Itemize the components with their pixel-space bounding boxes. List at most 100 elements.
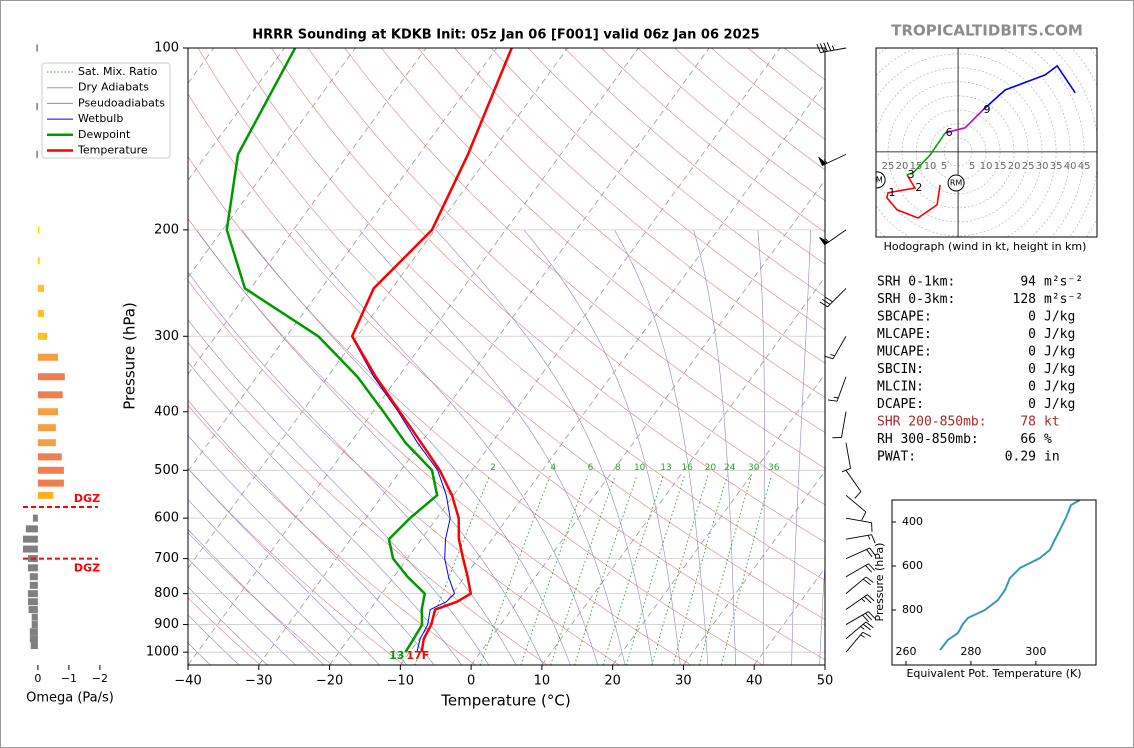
omega-bar bbox=[27, 590, 38, 598]
omega-bar bbox=[23, 535, 38, 543]
omega-bar bbox=[27, 598, 38, 606]
stat-value: 0 bbox=[1028, 345, 1036, 360]
stat-label: SRH 0-3km: bbox=[877, 292, 955, 307]
legend-label: Temperature bbox=[77, 144, 148, 157]
omega-bar bbox=[36, 150, 38, 158]
te-y-tick-label: 600 bbox=[902, 559, 923, 572]
wind-barb bbox=[845, 517, 873, 532]
omega-bar bbox=[23, 545, 38, 553]
x-tick-label: 0 bbox=[467, 674, 475, 689]
stat-label: MLCAPE: bbox=[877, 327, 932, 342]
dry-adiabat bbox=[381, 48, 825, 433]
isotherm bbox=[258, 48, 710, 665]
mixing-ratio-line bbox=[720, 475, 772, 665]
hodo-tick-label: 10 bbox=[980, 161, 993, 172]
hodo-tick-label: 10 bbox=[924, 161, 937, 172]
wind-barb bbox=[818, 153, 847, 166]
omega-bar bbox=[37, 424, 56, 432]
mixing-ratio-label: 8 bbox=[615, 463, 621, 473]
pseudoadiabat bbox=[819, 559, 825, 665]
height-label: 3 bbox=[908, 168, 915, 181]
mixing-ratio-label: 30 bbox=[748, 463, 760, 473]
profile-line bbox=[225, 48, 439, 653]
mixing-ratio-label: 2 bbox=[490, 463, 496, 473]
dry-adiabat bbox=[188, 468, 405, 665]
omega-bar bbox=[29, 573, 38, 581]
chart-title: HRRR Sounding at KDKB Init: 05z Jan 06 [… bbox=[252, 28, 759, 43]
omega-bar bbox=[37, 408, 59, 416]
hodo-line bbox=[906, 132, 946, 176]
stat-unit: J/kg bbox=[1044, 345, 1075, 360]
omega-x-label: Omega (Pa/s) bbox=[26, 691, 114, 706]
pseudoadiabat bbox=[523, 229, 681, 665]
hodo-tick-label: 35 bbox=[1050, 161, 1063, 172]
omega-bar bbox=[37, 226, 40, 234]
hodo-tick-label: 5 bbox=[969, 161, 975, 172]
pseudoadiabat bbox=[188, 468, 380, 665]
hodo-tick-label: 45 bbox=[1078, 161, 1091, 172]
hodo-frame bbox=[875, 47, 1098, 238]
pseudoadiabat bbox=[791, 229, 811, 665]
mixing-ratio-label: 4 bbox=[550, 463, 556, 473]
isotherm bbox=[470, 179, 825, 665]
omega-bar bbox=[29, 635, 38, 643]
pseudoadiabat bbox=[188, 435, 408, 665]
wind-barb bbox=[845, 621, 874, 640]
pseudoadiabat bbox=[188, 586, 268, 665]
pseudoadiabat bbox=[188, 319, 490, 665]
dgz-label: DGZ bbox=[74, 562, 100, 575]
pseudoadiabat bbox=[241, 229, 571, 665]
surface-temperature-label: 17F bbox=[406, 649, 429, 662]
wind-barb bbox=[845, 576, 874, 594]
omega-bar bbox=[37, 491, 54, 499]
theta-e-x-label: Equivalent Pot. Temperature (K) bbox=[906, 667, 1081, 680]
omega-bar bbox=[37, 284, 45, 292]
omega-bar bbox=[37, 373, 65, 381]
stat-unit: % bbox=[1044, 432, 1052, 447]
stat-value: 0 bbox=[1028, 327, 1036, 342]
stat-unit: J/kg bbox=[1044, 310, 1075, 325]
stat-value: 0 bbox=[1028, 397, 1036, 412]
wind-barb bbox=[845, 547, 876, 560]
site-name: TROPICALTIDBITS.COM bbox=[891, 22, 1083, 40]
mixing-ratio-label: 20 bbox=[705, 463, 717, 473]
mixing-ratio-line bbox=[574, 475, 638, 665]
stat-label: SBCIN: bbox=[877, 362, 924, 377]
y-tick-label: 400 bbox=[154, 404, 179, 419]
omega-x-tick-label: 0 bbox=[34, 672, 41, 685]
legend-label: Wetbulb bbox=[78, 112, 123, 125]
stat-value: 0.29 bbox=[1005, 450, 1036, 465]
mixing-ratio-label: 36 bbox=[768, 463, 780, 473]
stat-label: SBCAPE: bbox=[877, 310, 932, 325]
pseudoadiabat bbox=[614, 229, 709, 665]
omega-bar bbox=[31, 613, 38, 621]
dry-adiabat bbox=[188, 342, 548, 665]
hodo-line bbox=[886, 174, 941, 219]
hodo-line bbox=[982, 64, 1076, 111]
dry-adiabat bbox=[234, 48, 825, 581]
stat-unit: in bbox=[1044, 450, 1060, 465]
stat-label: MLCIN: bbox=[877, 380, 924, 395]
dgz-label: DGZ bbox=[74, 492, 100, 505]
wind-barb bbox=[832, 411, 847, 439]
wind-barb bbox=[845, 563, 876, 578]
height-label: 2 bbox=[915, 181, 922, 194]
pseudoadiabat bbox=[693, 229, 737, 665]
stat-value: 94 bbox=[1020, 275, 1036, 290]
isotherm bbox=[188, 48, 568, 569]
isotherm bbox=[188, 48, 639, 665]
omega-bar bbox=[37, 439, 56, 447]
x-tick-label: 10 bbox=[534, 674, 551, 689]
hodo-tick-label: 25 bbox=[1022, 161, 1035, 172]
stat-label: SHR 200-850mb: bbox=[877, 415, 987, 430]
wind-barb bbox=[819, 288, 847, 308]
omega-bar bbox=[37, 391, 63, 399]
stat-value: 128 bbox=[1013, 292, 1036, 307]
dry-adiabat bbox=[188, 597, 261, 665]
x-tick-label: −10 bbox=[387, 674, 414, 689]
stat-value: 66 bbox=[1020, 432, 1036, 447]
omega-bar bbox=[30, 642, 38, 650]
te-y-tick-label: 400 bbox=[902, 515, 923, 528]
isotherm bbox=[188, 48, 427, 375]
